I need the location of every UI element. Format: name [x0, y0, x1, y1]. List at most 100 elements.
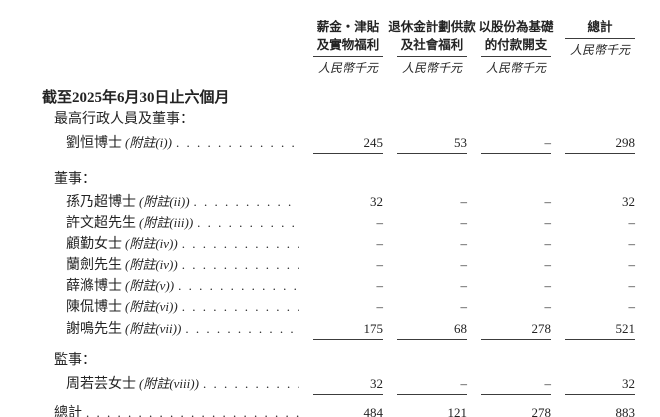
table-row: 總計 484 121 278 883 — [0, 403, 660, 417]
person-name: 劉恒博士 — [66, 136, 122, 151]
value-cell-share-based: – — [544, 257, 552, 272]
person-name: 周若芸女士 — [66, 377, 136, 392]
dot-leader — [82, 404, 299, 417]
value-cell-total: – — [628, 278, 636, 293]
column-unit-label: 人民幣千元 — [401, 61, 462, 75]
value-cell-share-based: 278 — [481, 320, 551, 343]
value-cell-retirement: – — [460, 215, 468, 230]
note-reference: (附註(iv)) — [125, 236, 178, 251]
column-header-line2: 及社會福利 — [400, 38, 464, 52]
value-cell-salaries: – — [376, 236, 384, 251]
note-reference: (附註(iv)) — [125, 257, 178, 272]
row-label-cell: 許文超先生 (附註(iii)) — [0, 214, 299, 235]
column-header-share-based: 以股份為基礎 的付款開支 人民幣千元 — [456, 18, 576, 76]
value-cell-share-based: – — [544, 215, 552, 230]
table-row: 許文超先生 (附註(iii)) – – – – — [0, 214, 660, 235]
value-cell-retirement: – — [460, 257, 468, 272]
note-reference: (附註(viii)) — [139, 376, 199, 391]
value-cell-share-based: – — [481, 375, 551, 398]
value-cell-retirement: – — [397, 375, 467, 398]
value-cell-retirement: 121 — [397, 404, 468, 417]
table-column-headers: 薪金‧津貼 及實物福利 人民幣千元 退休金計劃供款 及社會福利 人民幣千元 以股… — [0, 18, 660, 80]
value-cell-total: – — [628, 299, 636, 314]
table-row: 周若芸女士 (附註(viii)) 32 – – 32 — [0, 374, 660, 398]
table-row: 劉恒博士 (附註(i)) 245 53 – 298 — [0, 133, 660, 157]
table-row: 蘭劍先生 (附註(iv)) – – – – — [0, 256, 660, 277]
column-header-retirement: 退休金計劃供款 及社會福利 人民幣千元 — [372, 18, 492, 76]
table-row: 薛滌博士 (附註(v)) – – – – — [0, 277, 660, 298]
dot-leader — [181, 320, 299, 339]
row-label-cell: 周若芸女士 (附註(viii)) — [0, 375, 299, 398]
row-label-cell: 顧勤女士 (附註(iv)) — [0, 235, 299, 256]
value-cell-retirement: – — [460, 299, 468, 314]
value-cell-share-based: – — [544, 278, 552, 293]
column-unit-label: 人民幣千元 — [317, 61, 378, 75]
dot-leader — [172, 134, 299, 153]
dot-leader — [199, 375, 299, 394]
note-reference: (附註(v)) — [125, 278, 175, 293]
dot-leader — [178, 235, 299, 254]
value-cell-salaries: – — [376, 215, 384, 230]
value-cell-retirement: – — [460, 236, 468, 251]
section-header: 監事： — [54, 353, 96, 368]
dot-leader — [178, 298, 299, 317]
column-header-rule — [313, 56, 383, 57]
value-cell-salaries: 484 — [313, 404, 384, 417]
note-reference: (附註(iii)) — [139, 215, 194, 230]
column-header-line2: 及實物福利 — [316, 38, 380, 52]
column-header-rule — [565, 38, 635, 39]
row-label-cell: 薛滌博士 (附註(v)) — [0, 277, 299, 298]
person-name: 孫乃超博士 — [66, 195, 136, 210]
column-unit-label: 人民幣千元 — [569, 43, 630, 57]
row-label-cell: 謝鳴先生 (附註(vii)) — [0, 320, 299, 343]
value-cell-salaries: – — [376, 299, 384, 314]
column-header-line1: 以股份為基礎 — [478, 20, 554, 34]
row-label-cell: 孫乃超博士 (附註(ii)) — [0, 193, 299, 214]
value-cell-salaries: 32 — [370, 194, 383, 209]
value-cell-share-based: 278 — [481, 404, 552, 417]
value-cell-share-based: – — [481, 134, 551, 157]
table-row: 孫乃超博士 (附註(ii)) 32 – – 32 — [0, 193, 660, 214]
value-cell-total: – — [628, 257, 636, 272]
note-reference: (附註(vi)) — [125, 299, 178, 314]
section-header: 最高行政人員及董事： — [54, 112, 194, 127]
note-reference: (附註(i)) — [125, 135, 172, 150]
value-cell-total: 32 — [565, 375, 635, 398]
dot-leader — [193, 214, 299, 233]
value-cell-retirement: 68 — [397, 320, 467, 343]
column-header-line1: 薪金‧津貼 — [316, 20, 380, 34]
value-cell-share-based: – — [544, 236, 552, 251]
column-header-line1: 退休金計劃供款 — [388, 20, 476, 34]
person-name: 陳侃博士 — [66, 300, 122, 315]
value-cell-total: 32 — [622, 194, 635, 209]
person-name: 總計 — [54, 406, 82, 417]
value-cell-share-based: – — [544, 299, 552, 314]
value-cell-total: 298 — [565, 134, 635, 157]
row-label-cell: 總計 — [0, 404, 299, 417]
person-name: 顧勤女士 — [66, 237, 122, 252]
row-label-cell: 蘭劍先生 (附註(iv)) — [0, 256, 299, 277]
column-header-salaries: 薪金‧津貼 及實物福利 人民幣千元 — [288, 18, 408, 76]
section-header: 董事： — [54, 172, 96, 187]
value-cell-salaries: – — [376, 257, 384, 272]
dot-leader — [178, 256, 299, 275]
column-header-rule — [481, 56, 551, 57]
dot-leader — [174, 277, 299, 296]
value-cell-retirement: – — [460, 194, 468, 209]
dot-leader — [190, 193, 299, 212]
column-header-total: 總計 人民幣千元 — [540, 18, 660, 58]
column-header-line2: 的付款開支 — [484, 38, 548, 52]
person-name: 謝鳴先生 — [66, 322, 122, 337]
row-label-cell: 劉恒博士 (附註(i)) — [0, 134, 299, 157]
value-cell-total: 521 — [565, 320, 635, 343]
table-row: 謝鳴先生 (附註(vii)) 175 68 278 521 — [0, 319, 660, 343]
value-cell-salaries: – — [376, 278, 384, 293]
table-row: 顧勤女士 (附註(iv)) – – – – — [0, 235, 660, 256]
value-cell-retirement: 53 — [397, 134, 467, 157]
column-unit-label: 人民幣千元 — [485, 61, 546, 75]
person-name: 薛滌博士 — [66, 279, 122, 294]
column-header-rule — [397, 56, 467, 57]
table-row: 陳侃博士 (附註(vi)) – – – – — [0, 298, 660, 319]
period-header: 截至2025年6月30日止六個月 — [42, 90, 230, 106]
